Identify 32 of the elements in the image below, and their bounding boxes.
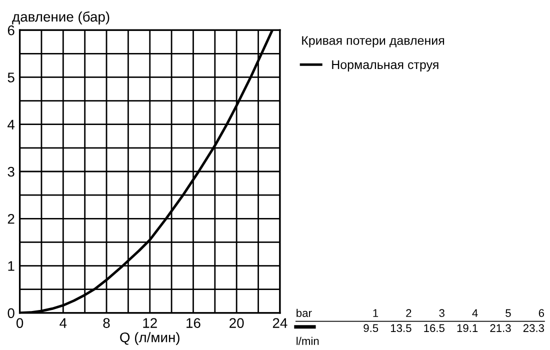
text: 19.1	[457, 324, 478, 332]
text: 13.5	[390, 324, 412, 332]
y-tick-label: 1	[8, 261, 14, 271]
x-tick-label: 20	[230, 318, 244, 328]
text: 2	[406, 309, 412, 317]
y-tick-label: 5	[8, 72, 14, 82]
text: 16.5	[424, 324, 444, 332]
text: 3	[439, 309, 444, 318]
x-tick-label: 16	[186, 318, 200, 328]
x-tick-label: 12	[143, 318, 157, 328]
y-tick-label: 6	[8, 25, 14, 36]
y-axis-title: давление (бар)	[12, 11, 110, 24]
text: 5	[506, 309, 511, 318]
x-tick-label: 0	[16, 318, 24, 328]
legend-title: Кривая потери давления	[302, 36, 444, 48]
text: 23.3	[523, 324, 544, 332]
text: 9.5	[364, 324, 378, 332]
text: 1	[373, 309, 378, 317]
text: bar	[296, 308, 312, 318]
x-axis-title: Q (л/мин)	[120, 332, 180, 346]
text: 4	[472, 309, 478, 317]
text: l/min	[296, 336, 319, 346]
legend-label: Нормальная струя	[332, 60, 438, 72]
y-tick-label: 2	[8, 214, 14, 224]
x-tick-label: 8	[103, 318, 110, 328]
y-tick-label: 4	[8, 120, 15, 130]
y-tick-label: 0	[8, 308, 14, 318]
x-tick-label: 4	[60, 318, 67, 328]
x-tick-label: 24	[272, 318, 288, 328]
text: 6	[538, 309, 544, 318]
y-tick-label: 3	[8, 166, 14, 177]
text: 21.3	[490, 324, 511, 332]
